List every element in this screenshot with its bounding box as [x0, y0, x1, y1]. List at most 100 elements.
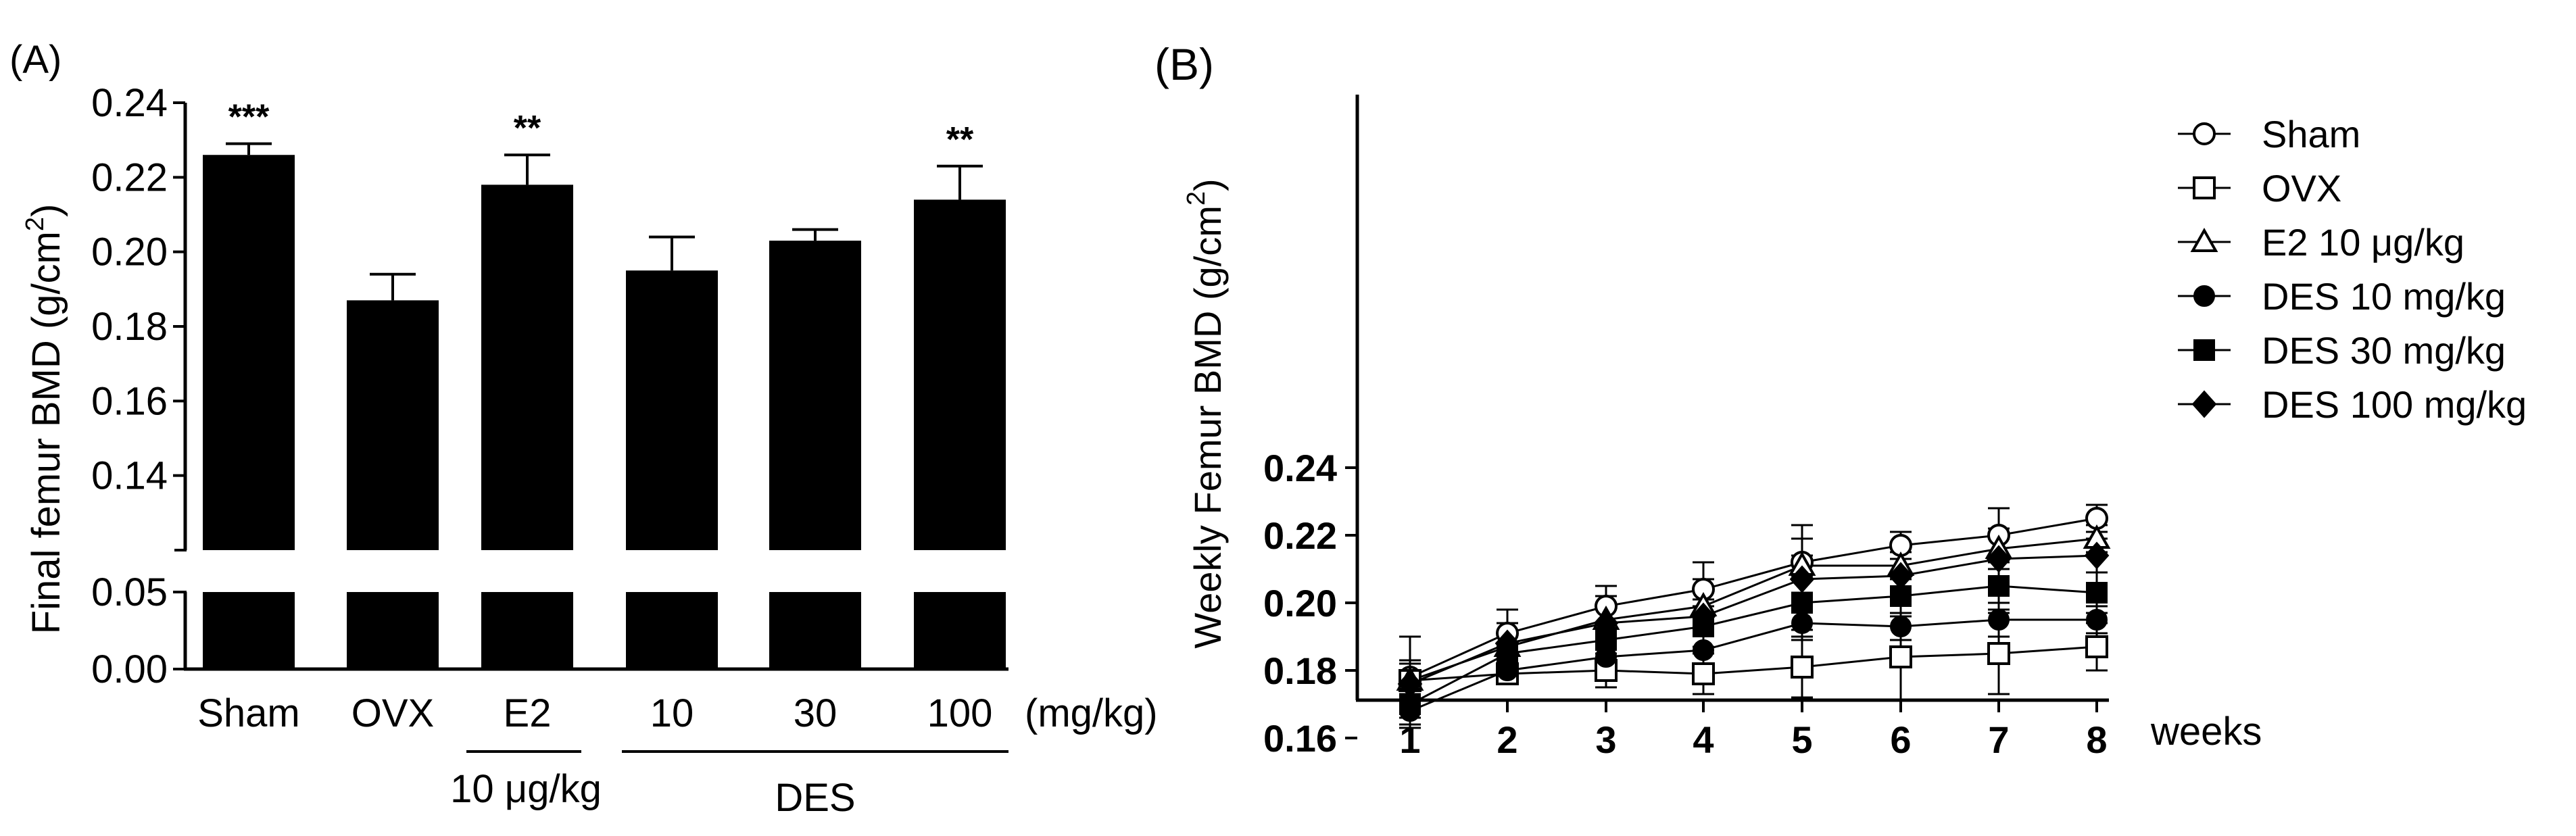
- legend-marker: [2190, 227, 2218, 252]
- category-label: 30: [794, 691, 837, 735]
- category-label: 10: [650, 691, 694, 735]
- bar-upper: [203, 155, 295, 550]
- panel-a-unit-label: (mg/kg): [1025, 691, 1158, 735]
- panel-a-ytick-label: 0.18: [91, 305, 168, 349]
- series-line: [1409, 517, 2097, 679]
- data-point: [1692, 662, 1715, 685]
- bar-upper: [626, 270, 718, 550]
- significance-marker: ***: [228, 98, 270, 137]
- panel-a-ytick-label: 0.00: [91, 647, 168, 691]
- panel-a-bars: [203, 142, 1006, 669]
- data-point: [1397, 670, 1423, 698]
- panel-a-label: (A): [9, 38, 62, 82]
- panel-a-labels: *** Sham OVX ** E2 10 30 ** 100: [197, 98, 992, 735]
- panel-a-ylabel: Final femur BMD (g/cm2): [21, 204, 68, 635]
- legend-label: OVX: [2262, 167, 2341, 210]
- panel-b-xtick-label: 3: [1595, 718, 1616, 761]
- significance-marker: **: [946, 120, 974, 159]
- data-point: [1890, 616, 1912, 637]
- data-point: [1987, 642, 2010, 665]
- panel-a-ytick-label: 0.24: [91, 81, 168, 125]
- panel-a: (A) Final femur BMD (g/cm2) 0.14 0.16 0.18…: [9, 38, 1158, 820]
- legend-label: Sham: [2262, 113, 2360, 155]
- data-point: [2086, 582, 2108, 604]
- panel-b-xtick-label: 7: [1988, 718, 2009, 761]
- category-label: 100: [927, 691, 993, 735]
- data-point: [1986, 545, 2012, 573]
- data-point: [1988, 575, 2010, 597]
- panel-b-ytick-label: 0.20: [1263, 582, 1337, 624]
- panel-a-ytick-label: 0.16: [91, 379, 168, 423]
- bar-lower: [481, 592, 573, 669]
- data-point: [1791, 656, 1814, 679]
- panel-b-xtick-label: 4: [1693, 718, 1714, 761]
- data-point: [1791, 592, 1813, 614]
- category-label: OVX: [351, 691, 435, 735]
- panel-b-ytick-label: 0.18: [1263, 649, 1337, 692]
- bar-lower: [914, 592, 1006, 669]
- bar-upper: [769, 241, 861, 550]
- bar-lower: [347, 592, 439, 669]
- data-point: [1691, 602, 1716, 631]
- panel-a-axes: 0.14 0.16 0.18 0.20 0.22 0.24 0.00 0.05: [91, 81, 1008, 691]
- panel-b-ylabel: Weekly Femur BMD (g/cm2): [1182, 178, 1229, 648]
- panel-b-xlabel: weeks: [2150, 710, 2262, 754]
- data-point: [1494, 629, 1520, 658]
- legend-marker: [2193, 176, 2216, 199]
- data-point: [1693, 639, 1714, 661]
- bar-upper: [914, 199, 1006, 550]
- panel-b-axes: 0.160.180.200.220.241 2 3 4 5 6 7 8: [1263, 95, 2109, 761]
- panel-b-xtick-label: 2: [1497, 718, 1517, 761]
- panel-b-legend: Sham OVX E2 10 μg/kg DES 10 mg/kg DES 30 mg/…: [2178, 113, 2527, 426]
- category-label: E2: [504, 691, 552, 735]
- panel-b-label: (B): [1155, 39, 1214, 89]
- bar-lower: [203, 592, 295, 669]
- panel-b: (B) Weekly Femur BMD (g/cm2) 0.16 0.18 0.2…: [1155, 39, 2527, 761]
- series-line: [1409, 537, 2097, 682]
- panel-a-ytick-label: 0.20: [91, 230, 168, 274]
- panel-a-ylabel-superscript: 2: [21, 217, 49, 231]
- legend-marker: [2191, 390, 2217, 418]
- legend-marker: [2193, 122, 2216, 145]
- data-point: [2084, 541, 2110, 570]
- series-line: [1409, 585, 2097, 706]
- legend-marker: [2193, 285, 2215, 307]
- bar-upper: [481, 185, 573, 550]
- bar-upper: [347, 300, 439, 550]
- e2-group-label: 10 μg/kg: [450, 767, 602, 811]
- data-point: [1888, 562, 1914, 590]
- panel-a-ylabel-close: ): [24, 204, 68, 217]
- legend-marker: [2193, 339, 2215, 361]
- legend-label: DES 10 mg/kg: [2262, 275, 2506, 318]
- panel-b-ylabel-superscript: 2: [1182, 191, 1211, 205]
- panel-b-ytick-label: 0.24: [1263, 447, 1337, 489]
- panel-b-xtick-label: 6: [1890, 718, 1911, 761]
- data-point: [2086, 609, 2108, 631]
- legend-label: DES 30 mg/kg: [2262, 329, 2506, 372]
- panel-b-series: [1396, 503, 2111, 729]
- panel-b-xtick-label: 5: [1791, 718, 1812, 761]
- category-label: Sham: [197, 691, 300, 735]
- legend-label: E2 10 μg/kg: [2262, 221, 2464, 264]
- series-line: [1409, 618, 2097, 712]
- des-group-label: DES: [775, 776, 855, 820]
- data-point: [1593, 609, 1619, 637]
- bar-lower: [626, 592, 718, 669]
- series-line: [1409, 645, 2097, 682]
- data-point: [1988, 609, 2010, 631]
- data-point: [1789, 565, 1815, 593]
- bar-lower: [769, 592, 861, 669]
- data-point: [1791, 612, 1813, 634]
- panel-a-ytick-label: 0.05: [91, 570, 168, 614]
- data-point: [2085, 635, 2108, 658]
- panel-b-xtick-label: 8: [2086, 718, 2107, 761]
- data-point: [1889, 645, 1912, 668]
- panel-b-ytick-label: 0.22: [1263, 514, 1337, 557]
- legend-label: DES 100 mg/kg: [2262, 383, 2527, 426]
- panel-b-ytick-label: 0.16: [1263, 717, 1337, 760]
- panel-b-ylabel-close: ): [1186, 178, 1229, 191]
- panel-a-ytick-label: 0.22: [91, 155, 168, 199]
- panel-a-ytick-label: 0.14: [91, 454, 168, 498]
- series-line: [1409, 554, 2097, 685]
